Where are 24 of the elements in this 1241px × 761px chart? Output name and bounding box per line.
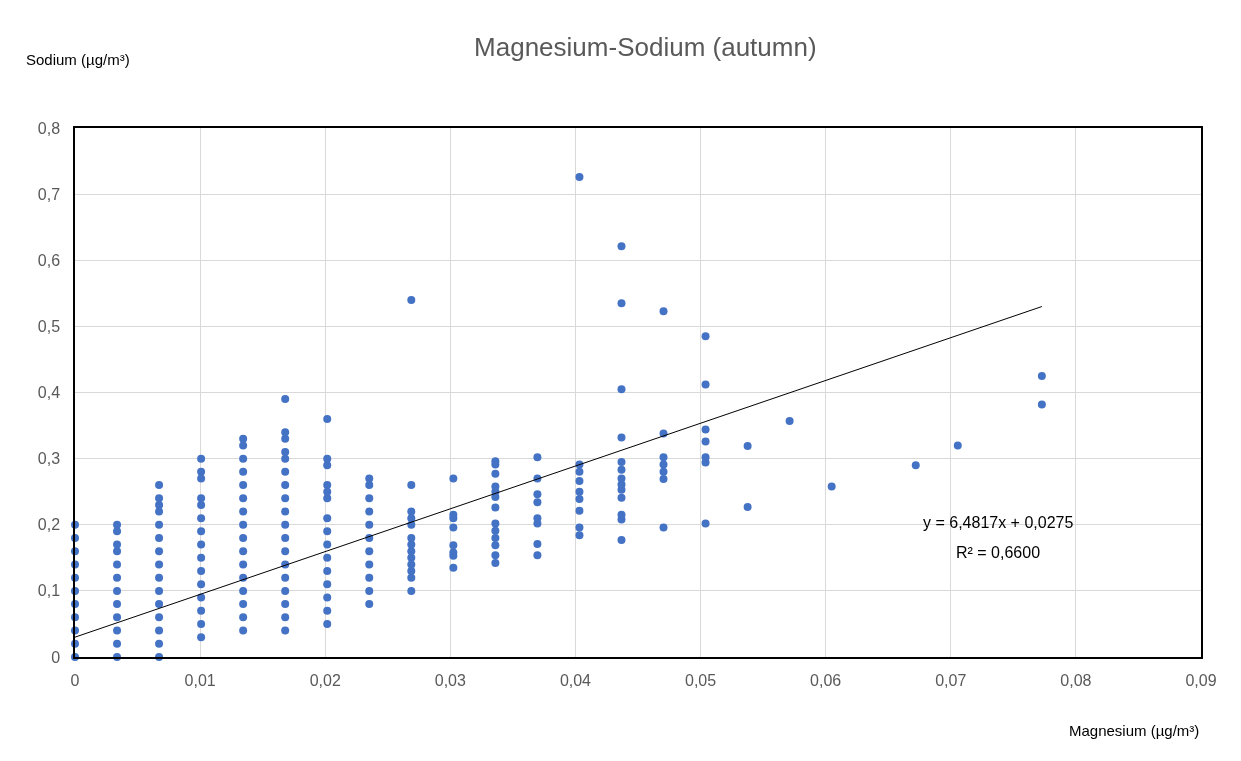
y-tick-label: 0,3 [37,450,61,468]
x-axis-title: Magnesium (µg/m³) [1069,722,1200,739]
y-axis-title: Sodium (µg/m³) [26,51,130,68]
x-tick-label: 0,01 [184,671,216,689]
x-tick-label: 0,09 [1185,671,1217,689]
x-tick-label: 0,05 [684,671,717,689]
y-tick-label: 0,4 [37,384,61,402]
x-tick-label: 0,07 [935,671,967,689]
annotation: y = 6,4817x + 0,0275 [923,514,1074,531]
annotation: R² = 0,6600 [956,544,1041,561]
x-tick-label: 0,06 [810,671,842,689]
x-tick-label: 0,04 [559,671,592,689]
y-tick-label: 0,6 [37,251,61,269]
y-tick-label: 0,2 [37,516,61,534]
x-tick-label: 0,03 [434,671,466,689]
y-tick-label: 0,7 [37,185,61,203]
y-tick-label: 0,8 [37,119,61,137]
chart-title: Magnesium-Sodium (autumn) [474,32,817,63]
x-tick-label: 0 [70,671,80,689]
y-tick-label: 0,5 [37,317,61,335]
y-tick-label: 0,1 [37,582,61,600]
x-tick-label: 0,08 [1060,671,1092,689]
x-tick-label: 0,02 [309,671,341,689]
y-tick-label: 0 [51,648,61,666]
